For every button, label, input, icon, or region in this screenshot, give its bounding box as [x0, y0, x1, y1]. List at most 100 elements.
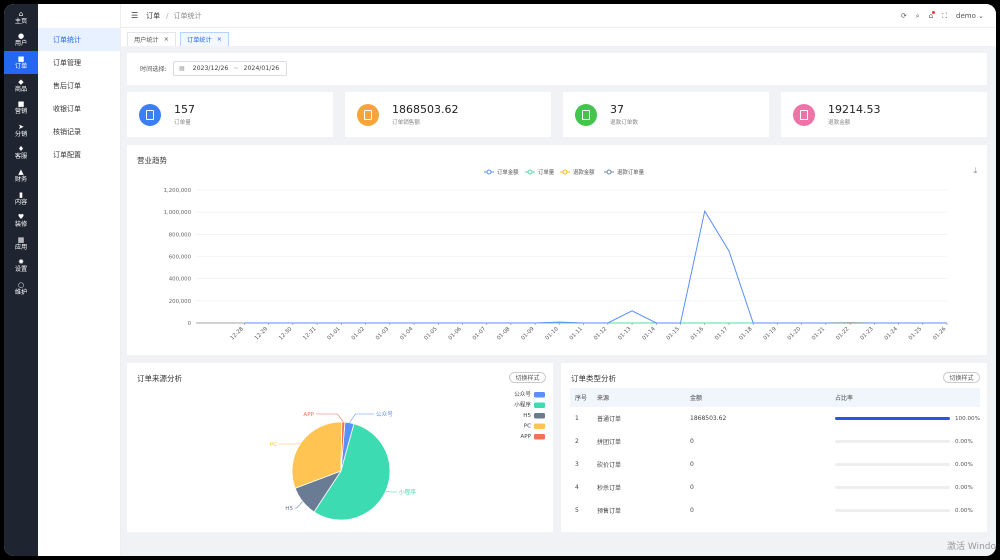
pie-legend-item-0[interactable]: 公众号	[514, 391, 545, 398]
menu-toggle-icon[interactable]: ☰	[131, 11, 139, 20]
apps-icon: ▦	[17, 235, 25, 244]
x-tick-label: 01-15	[666, 326, 681, 341]
nav-item-3[interactable]: ◆ 商品	[4, 74, 38, 97]
stat-label: 退款订单数	[610, 119, 638, 126]
tab-0[interactable]: 用户统计 ×	[127, 32, 176, 46]
submenu-item-2[interactable]: 售后订单	[53, 81, 81, 90]
order-icon: ■	[17, 54, 25, 63]
progress-track	[835, 508, 950, 513]
nav-item-4[interactable]: ■ 营销	[4, 96, 38, 119]
pie-label: H5	[285, 506, 293, 512]
nav-item-2[interactable]: ■ 订单	[4, 51, 38, 74]
pie-legend-item-2[interactable]: H5	[523, 413, 545, 419]
stat-value: 19214.53	[828, 102, 881, 116]
stat-value: 157	[174, 102, 195, 116]
source-card: 订单来源分析 切换样式 公众号 小程序 H5 PC APP 公众号 小程序 H5 PC APP	[127, 363, 553, 532]
filter-label: 时间选择:	[140, 66, 167, 73]
user-menu[interactable]: demo ⌄	[956, 12, 984, 20]
x-tick-label: 01-20	[787, 326, 803, 342]
decor-icon: ♥	[17, 213, 25, 222]
nav-label: 财务	[14, 175, 28, 183]
nav-item-8[interactable]: ▮ 内容	[4, 187, 38, 210]
tab-1[interactable]: 订单统计 ×	[179, 32, 229, 46]
nav-item-1[interactable]: ● 用户	[4, 29, 38, 52]
x-tick-label: 01-19	[763, 326, 779, 342]
refresh-icon[interactable]: ⟳	[900, 12, 907, 20]
download-icon[interactable]: ⤓	[973, 166, 977, 175]
trend-card: 营业趋势 ⤓ 0 200,000 400,000 600,000 800,000 1,00…	[127, 145, 987, 355]
x-tick-label: 01-18	[738, 326, 754, 342]
cell-no: 5	[575, 507, 579, 514]
source-switch-button[interactable]: 切换样式	[509, 372, 546, 383]
fullscreen-icon[interactable]: ⛶	[942, 11, 948, 20]
ratio-percent: 0.00%	[955, 507, 973, 514]
pie-legend-label: 公众号	[514, 391, 531, 398]
series-line-0	[244, 209, 947, 324]
legend-item-1[interactable]: 订单量	[525, 168, 555, 176]
x-tick-label: 01-01	[326, 326, 341, 341]
app-window: ⌂ 主页 ● 用户 ■ 订单 ◆ 商品 ■ 营销 ➤ 分销 ♦ 客服 ▲ 财务 ▮ 内容 ♥ 装修 ▦ 应用 ✹ 设置 ○ 维护 …	[4, 4, 996, 556]
nav-item-11[interactable]: ✹ 设置	[4, 255, 38, 278]
order-count-icon	[139, 103, 161, 126]
x-tick-label: 01-04	[399, 326, 415, 342]
nav-label: 分销	[14, 130, 28, 138]
close-icon[interactable]: ×	[216, 36, 222, 43]
legend-item-2[interactable]: 退款金额	[560, 168, 595, 176]
x-tick-label: 01-16	[690, 326, 706, 342]
y-tick-label: 1,000,000	[164, 210, 192, 216]
nav-label: 商品	[14, 85, 28, 93]
pie-legend-swatch	[534, 423, 545, 429]
service-icon: ♦	[17, 145, 25, 154]
submenu-item-0[interactable]: 订单统计	[38, 28, 120, 51]
table-row: 1 普通订单 1868503.62 100.00%	[570, 407, 980, 430]
pie-legend-item-1[interactable]: 小程序	[514, 401, 545, 409]
submenu-item-1[interactable]: 订单管理	[53, 58, 81, 67]
pie-legend-item-4[interactable]: APP	[520, 434, 545, 440]
legend-marker	[562, 169, 568, 175]
sales-icon	[357, 103, 379, 126]
type-switch-button[interactable]: 切换样式	[943, 372, 980, 383]
nav-item-10[interactable]: ▦ 应用	[4, 232, 38, 255]
x-tick-label: 01-23	[859, 326, 874, 341]
x-tick-label: 01-11	[569, 326, 584, 341]
maintain-icon: ○	[17, 280, 25, 289]
submenu-item-3[interactable]: 收银订单	[53, 104, 81, 113]
cell-source: 普通订单	[597, 416, 622, 423]
nav-item-9[interactable]: ♥ 装修	[4, 209, 38, 232]
close-icon[interactable]: ×	[163, 36, 169, 43]
goods-icon: ◆	[18, 77, 24, 86]
nav-item-6[interactable]: ♦ 客服	[4, 142, 38, 165]
nav-item-12[interactable]: ○ 维护	[4, 277, 38, 300]
nav-item-5[interactable]: ➤ 分销	[4, 119, 38, 142]
x-tick-label: 01-08	[496, 326, 512, 342]
x-tick-label: 12-29	[254, 326, 270, 342]
type-table: 序号 来源 金额 占比率 1 普通订单 1868503.62 100.00% 2 拼团订单…	[570, 388, 980, 522]
pie-legend-swatch	[534, 434, 545, 440]
pie-leader-line	[279, 442, 302, 445]
cell-ratio: 0.00%	[835, 499, 980, 522]
table-row: 2 拼团订单 0 0.00%	[570, 430, 980, 453]
date-range-picker[interactable]: ▦ 2023/12/26 ~ 2024/01/26	[173, 61, 287, 76]
user-name: demo	[956, 12, 976, 20]
stat-icon-inner	[146, 109, 154, 120]
pie-legend-item-3[interactable]: PC	[524, 423, 545, 430]
tab-label: 用户统计	[134, 37, 159, 44]
nav-item-7[interactable]: ▲ 财务	[4, 164, 38, 187]
legend-marker	[527, 169, 533, 175]
home-icon: ⌂	[18, 9, 24, 18]
trend-title: 营业趋势	[137, 156, 167, 165]
notification-icon[interactable]: ⌂	[928, 11, 936, 20]
submenu-item-5[interactable]: 订单配置	[53, 150, 81, 159]
legend-item-3[interactable]: 退款订单量	[604, 168, 645, 176]
submenu-item-4[interactable]: 核销记录	[53, 127, 81, 136]
nav-item-0[interactable]: ⌂ 主页	[4, 6, 38, 29]
cell-amount: 1868503.62	[690, 415, 727, 422]
pie-slice-3[interactable]	[291, 421, 343, 489]
ratio-wrap: 0.00%	[835, 462, 980, 468]
search-icon[interactable]: ⌕	[915, 11, 920, 20]
pie-leader-line	[295, 501, 303, 509]
cell-amount: 0	[690, 438, 694, 445]
pie-label: PC	[270, 442, 277, 448]
pie-label: 小程序	[399, 488, 416, 496]
legend-item-0[interactable]: 订单金额	[484, 168, 519, 176]
